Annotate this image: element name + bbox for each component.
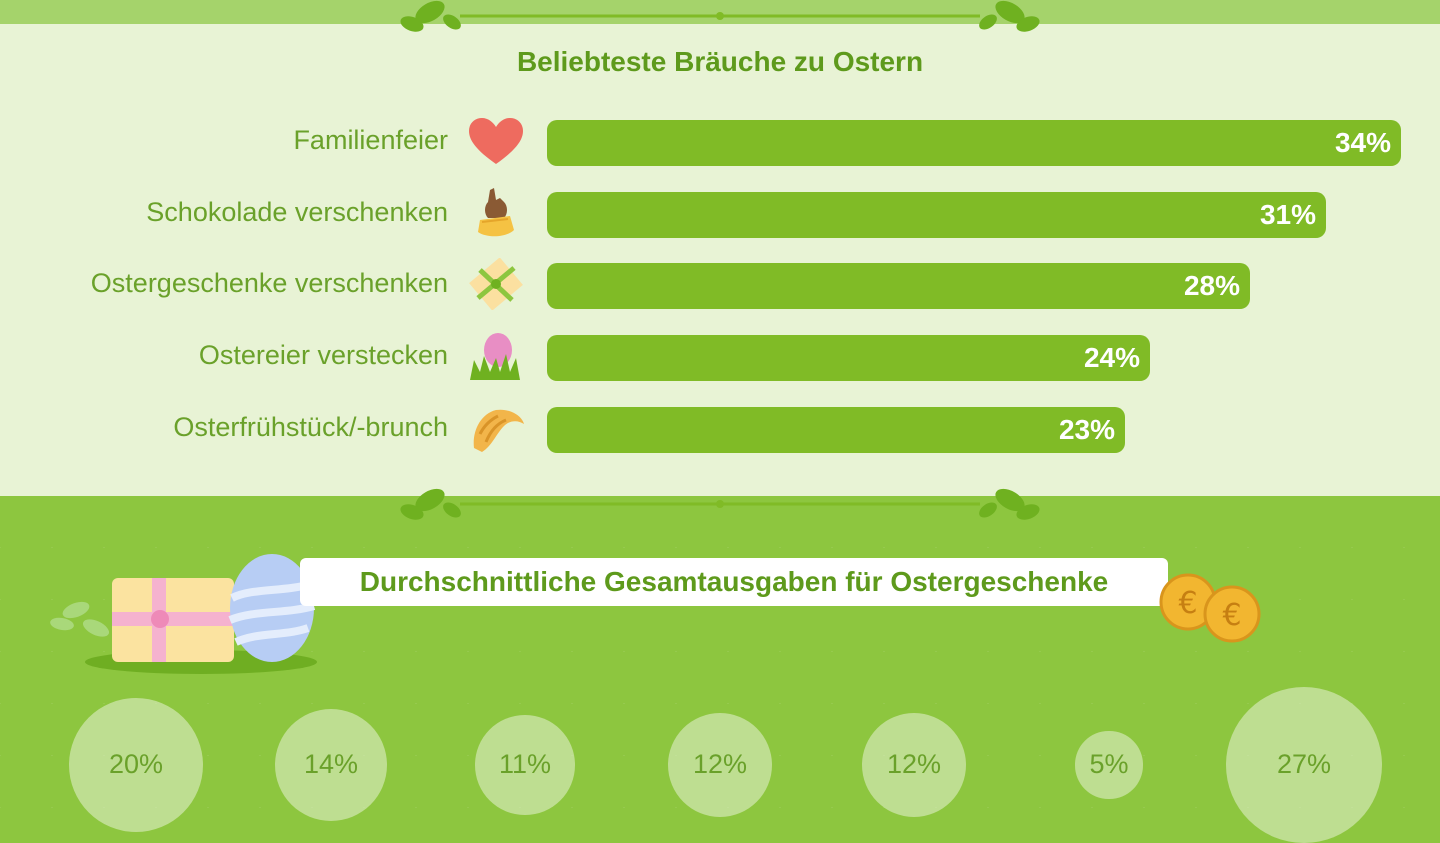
bubble-value-label: 5% <box>1089 749 1129 779</box>
heart-icon <box>469 118 523 164</box>
bar: 23% <box>547 407 1125 453</box>
bar-category-label: Schokolade verschenken <box>146 197 448 227</box>
bar: 28% <box>547 263 1250 309</box>
bubble-value-label: 12% <box>692 749 748 779</box>
bar-value-label: 28% <box>1183 270 1240 301</box>
svg-text:€: € <box>1222 598 1241 633</box>
bar-value-label: 31% <box>1259 199 1316 230</box>
bar-value-label: 23% <box>1058 414 1115 445</box>
bar-category-label: Ostereier verstecken <box>198 340 448 370</box>
bubble <box>274 708 388 822</box>
subtitle: Durchschnittliche Gesamtausgaben für Ost… <box>359 566 1109 597</box>
bubble-value-label: 20% <box>108 749 164 779</box>
chart-title: Beliebteste Bräuche zu Ostern <box>516 46 924 77</box>
bar: 31% <box>547 192 1326 238</box>
bar-value-label: 24% <box>1083 342 1140 373</box>
euro-coins-icon: € € <box>1159 573 1261 643</box>
leaf-ornament-top <box>400 0 1040 32</box>
bubble <box>1075 731 1143 799</box>
croissant-icon <box>473 409 524 452</box>
easter-egg-grass-icon <box>470 333 520 380</box>
bar-category-label: Ostergeschenke verschenken <box>90 268 448 298</box>
bubble <box>862 713 966 817</box>
gift-and-egg-icon <box>50 554 317 674</box>
bar-value-label: 34% <box>1334 127 1391 158</box>
subtitle-box: Durchschnittliche Gesamtausgaben für Ost… <box>300 558 1168 606</box>
bar: 24% <box>547 335 1150 381</box>
bubble-value-label: 11% <box>498 749 552 779</box>
bubble <box>475 715 575 815</box>
bubble <box>668 713 772 817</box>
gift-box-icon <box>469 258 523 310</box>
bubble-value-label: 14% <box>303 749 359 779</box>
bar-category-label: Familienfeier <box>293 125 448 155</box>
chocolate-bunny-icon <box>478 188 514 237</box>
bar-category-label: Osterfrühstück/-brunch <box>173 412 448 442</box>
bar: 34% <box>547 120 1401 166</box>
svg-text:€: € <box>1178 586 1197 621</box>
leaf-ornament-bottom <box>400 488 1040 520</box>
bubble-value-label: 27% <box>1276 749 1332 779</box>
bubble-value-label: 12% <box>886 749 942 779</box>
